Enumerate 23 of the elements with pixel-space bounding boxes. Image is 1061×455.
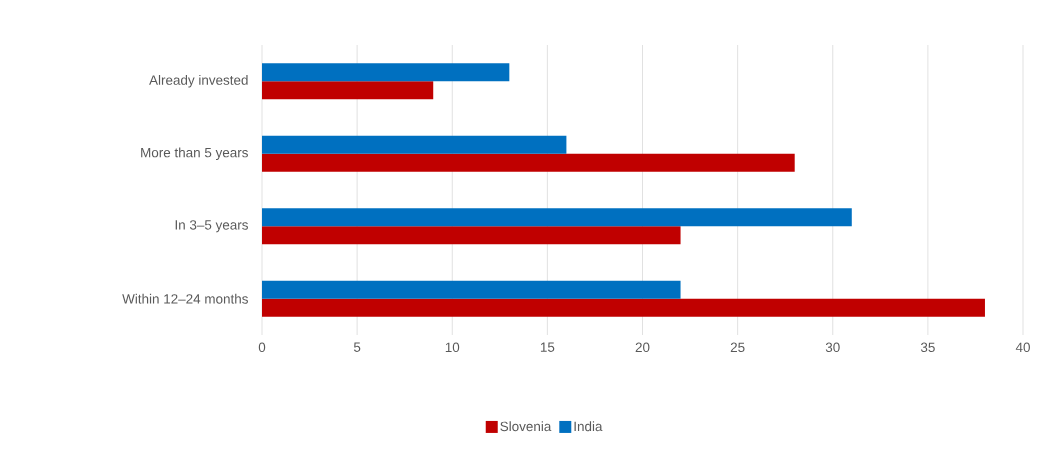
x-tick-label: 25 — [730, 342, 745, 353]
bar — [262, 298, 985, 317]
bar — [262, 135, 567, 154]
bar — [262, 153, 795, 172]
x-tick-label: 35 — [920, 342, 935, 353]
legend-label: Slovenia — [500, 421, 552, 432]
bar — [262, 226, 681, 245]
bar — [262, 280, 681, 299]
x-tick-label: 30 — [825, 342, 840, 353]
x-tick-label: 15 — [540, 342, 555, 352]
legend-label: India — [574, 421, 603, 432]
x-tick-label: 0 — [258, 342, 266, 353]
bar — [262, 208, 852, 227]
y-tick-label: Within 12–24 months — [122, 293, 248, 304]
bar — [262, 63, 510, 82]
y-tick-label: Already invested — [149, 74, 248, 88]
x-tick-label: 5 — [353, 342, 361, 352]
y-tick-label: More than 5 years — [141, 147, 248, 161]
y-tick-label: In 3–5 years — [175, 220, 248, 233]
x-tick-label: 10 — [445, 342, 460, 353]
x-tick-label: 20 — [635, 342, 650, 353]
bar — [262, 81, 434, 100]
x-tick-label: 40 — [1015, 342, 1030, 353]
